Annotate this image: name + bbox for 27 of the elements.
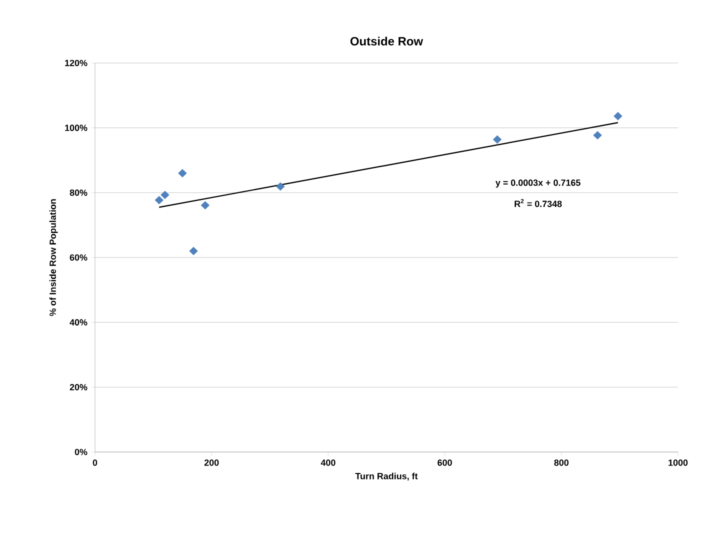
y-tick-label: 80% [70, 189, 88, 196]
y-tick-label: 100% [65, 124, 88, 132]
point [178, 169, 187, 178]
y-tick-label: 60% [70, 254, 88, 261]
x-tick-label: 0 [92, 460, 98, 466]
y-tick-label: 40% [70, 319, 88, 326]
annotation: y = 0.0003x + 0.7165 [496, 180, 580, 188]
y-tick-label: 0% [74, 448, 88, 456]
x-tick-label: 400 [320, 460, 336, 466]
y-axis-title: % of Inside Row Population [49, 199, 58, 316]
point [492, 135, 502, 144]
point [593, 131, 602, 140]
x-tick-label: 800 [554, 460, 569, 466]
point [189, 246, 198, 256]
point [276, 182, 285, 191]
point [200, 201, 210, 210]
y-tick-label: 120% [65, 60, 88, 66]
point [160, 190, 170, 200]
annotation: R$^{2}$ = 0.7348 [514, 199, 562, 208]
point [154, 196, 164, 204]
x-tick-label: 1000 [668, 460, 688, 466]
x-tick-label: 600 [438, 460, 452, 466]
point [614, 112, 622, 120]
chart-title: Outside Row [350, 36, 424, 46]
y-tick-label: 20% [70, 384, 88, 390]
x-tick-label: 200 [204, 460, 219, 466]
x-axis-title: Turn Radius, ft [355, 472, 418, 481]
